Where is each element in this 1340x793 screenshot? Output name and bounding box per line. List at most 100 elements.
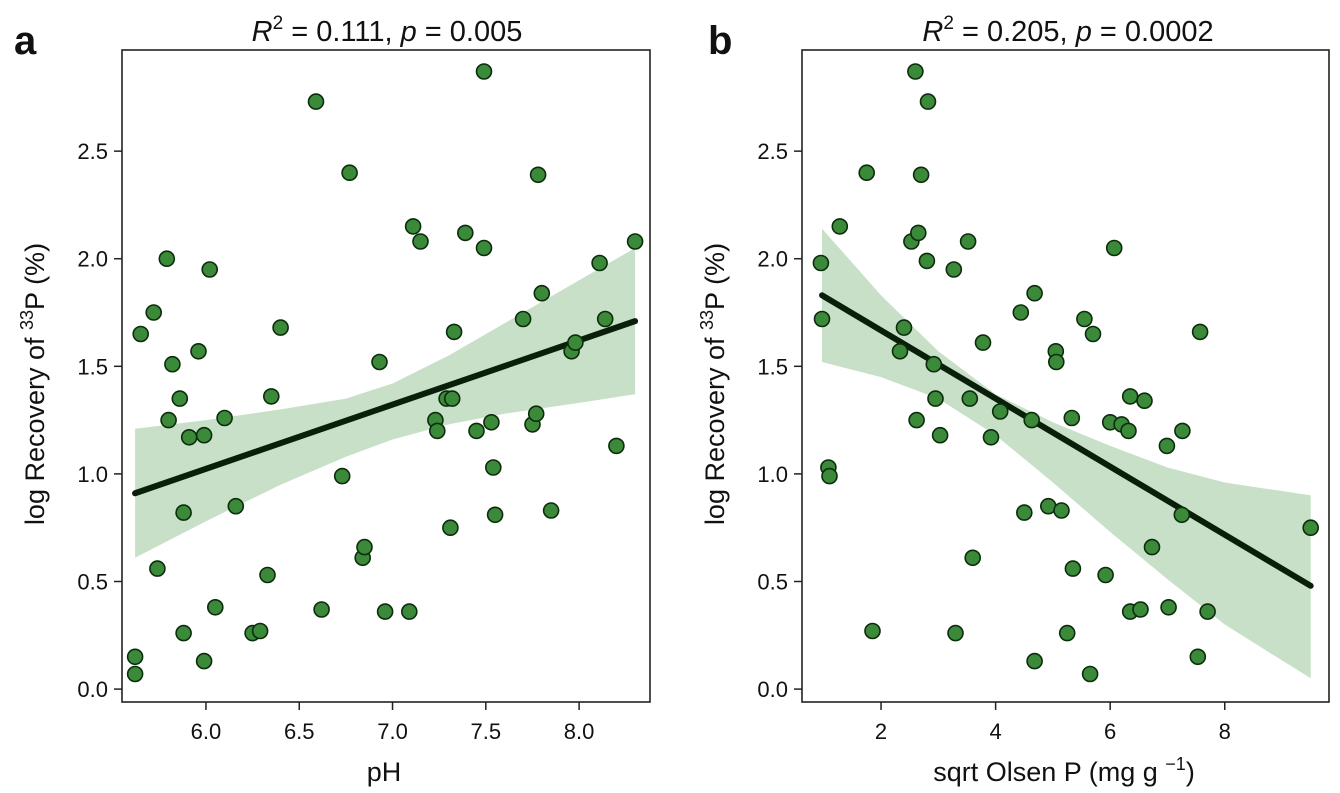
panel-b-x-axis-label: sqrt Olsen P (mg g −1) <box>933 754 1195 787</box>
panel-b-point-44 <box>1105 239 1123 257</box>
panel-a-y-tick-label-1: 0.5 <box>77 569 108 594</box>
panel-b-y-tick-label-4: 2.0 <box>757 247 788 272</box>
panel-a-point-20 <box>251 622 269 640</box>
panel-a-point-46 <box>484 459 502 476</box>
panel-a-y-label-suffix: P (%) <box>20 243 50 310</box>
panel-b-point-50 <box>1136 392 1153 410</box>
panel-a-title: R2 = 0.111, p = 0.005 <box>252 13 523 48</box>
panel-a-point-41 <box>456 224 474 242</box>
panel-a-x-tick-label-3: 7.5 <box>471 719 502 744</box>
panel-a-point-44 <box>475 63 493 80</box>
panel-a: a R2 = 0.111, p = 0.005 6.0 6.5 7.0 7.5 8.0 … <box>14 13 651 787</box>
panel-a-point-48 <box>514 310 532 328</box>
panel-b-point-17 <box>927 390 944 407</box>
panel-a-point-21 <box>259 566 276 584</box>
panel-a-letter: a <box>14 19 37 63</box>
panel-a-fit-layer <box>132 318 639 497</box>
panel-a-y-tick-label-0: 0.0 <box>77 677 108 702</box>
panel-b-point-35 <box>1053 502 1070 519</box>
panel-b-point-16 <box>925 355 943 373</box>
panel-b-point-20 <box>947 624 964 642</box>
panel-a-title-r-value: = 0.111, <box>283 16 400 48</box>
panel-a-point-9 <box>175 504 192 521</box>
panel-b-point-4 <box>831 218 849 235</box>
panel-a-point-0 <box>126 648 144 666</box>
panel-b-x-ticks: 2 4 6 8 <box>875 702 1231 744</box>
panel-a-point-56 <box>591 254 608 272</box>
panel-a-point-13 <box>195 426 213 444</box>
panel-a-point-39 <box>443 390 461 407</box>
panel-b-point-27 <box>1012 304 1030 321</box>
panel-a-point-7 <box>164 355 181 373</box>
panel-b-point-42 <box>1097 566 1114 584</box>
panel-b-point-6 <box>864 622 881 640</box>
panel-b-point-38 <box>1064 560 1082 577</box>
panel-b-point-28 <box>1016 504 1033 521</box>
panel-b-point-49 <box>1132 601 1149 618</box>
panel-b-confidence-band-layer <box>822 228 1311 679</box>
panel-a-point-52 <box>533 284 551 302</box>
panel-b-point-39 <box>1076 310 1093 328</box>
panel-a-point-3 <box>145 304 162 321</box>
panel-b-title-p: p <box>1075 16 1092 48</box>
panel-b-title: R2 = 0.205, p = 0.0002 <box>922 13 1213 48</box>
panel-b-point-14 <box>918 252 936 270</box>
panel-a-title-r-sup: 2 <box>273 13 284 34</box>
panel-b-point-12 <box>909 224 927 242</box>
panel-b-point-1 <box>813 310 831 328</box>
panel-b-y-tick-label-1: 0.5 <box>757 569 788 594</box>
panel-b-point-5 <box>858 164 876 181</box>
panel-a-point-25 <box>313 601 330 618</box>
panel-a-title-r: R <box>252 16 273 48</box>
panel-a-point-17 <box>216 409 233 427</box>
panel-a-y-label-prefix: log Recovery of <box>20 330 50 525</box>
panel-a-confidence-band-layer <box>135 248 636 558</box>
panel-b-x-label-suffix: ) <box>1186 757 1195 787</box>
panel-b-point-58 <box>1199 603 1216 620</box>
panel-a-point-12 <box>190 342 207 360</box>
panel-b-point-37 <box>1063 409 1081 427</box>
panel-b-y-tick-label-3: 1.5 <box>757 354 788 379</box>
panel-b-point-3 <box>821 467 838 485</box>
panel-a-plot-frame <box>121 49 651 703</box>
panel-a-point-15 <box>201 261 218 278</box>
panel-b-point-15 <box>919 93 937 110</box>
panel-b-y-ticks: 0.0 0.5 1.0 1.5 2.0 2.5 <box>757 139 802 702</box>
panel-a-x-tick-label-2: 7.0 <box>377 719 408 744</box>
panel-b-plot-frame <box>801 49 1330 703</box>
panel-a-point-47 <box>486 506 504 524</box>
panel-a-fit-line <box>132 318 639 497</box>
panel-a-title-p-value: = 0.005 <box>417 16 523 48</box>
panel-a-point-18 <box>227 497 245 515</box>
panel-a-point-57 <box>596 310 614 328</box>
panel-b-point-19 <box>945 261 963 278</box>
panel-a-point-32 <box>400 603 418 620</box>
panel-b-x-tick-label-0: 2 <box>875 719 887 744</box>
panel-a-point-43 <box>475 239 493 257</box>
panel-b-y-tick-label-5: 2.5 <box>757 139 788 164</box>
panel-a-point-5 <box>158 250 176 268</box>
panel-a-title-p: p <box>400 16 417 48</box>
panel-b-x-label-sup: −1 <box>1165 754 1186 774</box>
panel-b-point-56 <box>1189 648 1207 666</box>
panel-a-point-40 <box>445 323 463 341</box>
panel-b-fit-line <box>819 292 1314 589</box>
panel-a-point-8 <box>171 390 189 407</box>
panel-b-point-26 <box>991 403 1009 420</box>
panel-a-point-1 <box>126 665 144 683</box>
panel-b-point-21 <box>959 233 977 250</box>
panel-a-point-2 <box>132 325 149 343</box>
panel-a-confidence-band <box>135 248 636 558</box>
panel-b-title-p-value: = 0.0002 <box>1092 16 1214 48</box>
panel-a-point-30 <box>371 353 388 371</box>
panel-a-point-55 <box>567 334 584 351</box>
panel-b-point-51 <box>1143 538 1161 556</box>
panel-b-point-25 <box>982 428 1000 446</box>
panel-a-point-58 <box>608 437 625 455</box>
panel-b-point-0 <box>812 254 830 272</box>
panel-b-point-57 <box>1191 323 1209 341</box>
panel-b-point-59 <box>1302 519 1319 537</box>
panel-b-title-r-value: = 0.205, <box>954 16 1076 48</box>
panel-a-point-45 <box>483 413 500 431</box>
panel-b-point-55 <box>1174 422 1191 440</box>
